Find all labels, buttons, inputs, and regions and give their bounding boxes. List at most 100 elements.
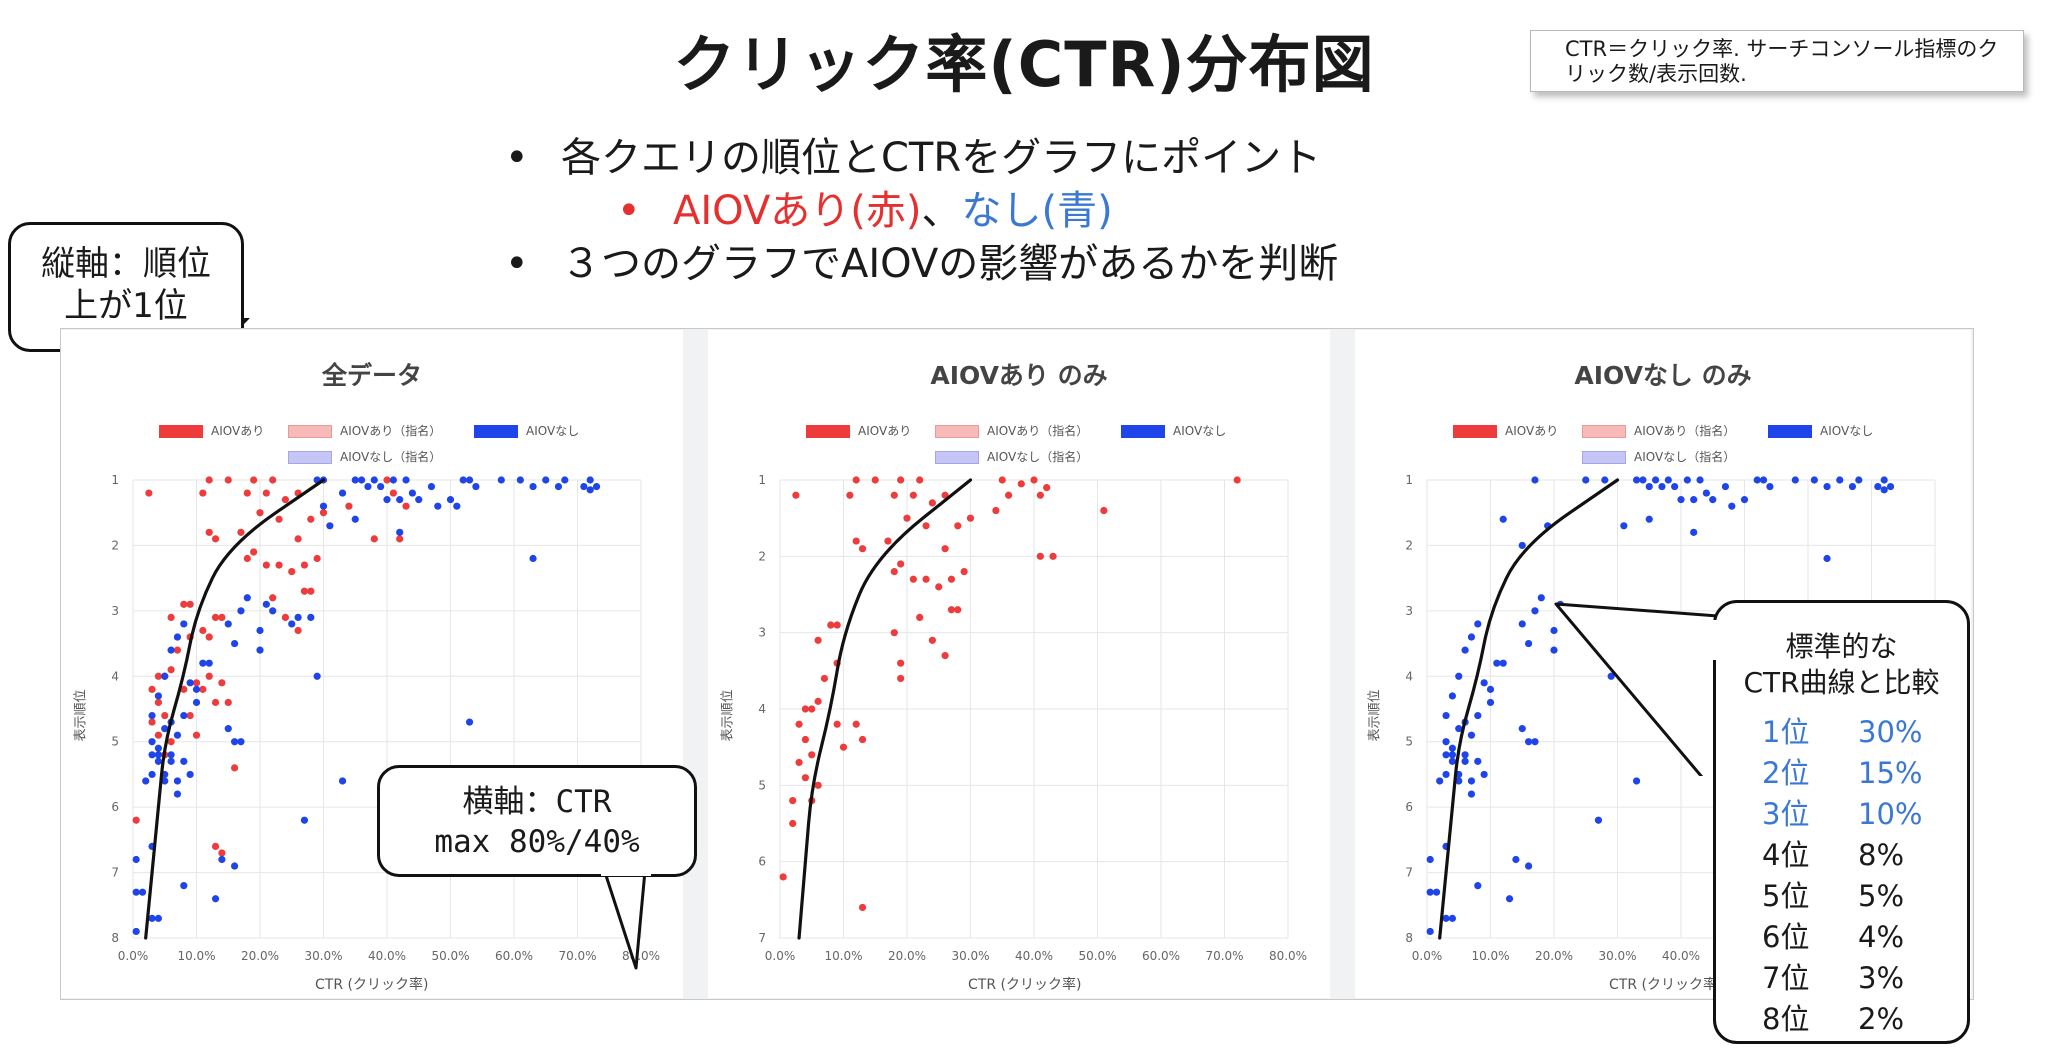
data-point <box>941 545 949 553</box>
standard-ctr-curve <box>797 478 973 940</box>
legend-item-no-aiov: AIOVなし <box>474 422 579 439</box>
x-tick-label: 50.0% <box>1078 949 1116 963</box>
chart-title: AIOVなし のみ <box>1574 361 1752 390</box>
data-point <box>1480 679 1488 687</box>
data-point <box>890 491 898 499</box>
data-point <box>269 476 277 484</box>
data-point <box>205 659 213 667</box>
data-point <box>250 548 258 556</box>
data-point <box>389 476 397 484</box>
data-point <box>1683 476 1691 484</box>
data-point <box>1518 725 1526 733</box>
x-tick-label: 50.0% <box>431 949 469 963</box>
data-point <box>383 476 391 484</box>
standard-box-pointer-cover <box>1713 620 1719 660</box>
x-tick-label: 30.0% <box>951 949 989 963</box>
data-point <box>262 561 270 569</box>
y-tick-label: 1 <box>111 473 119 487</box>
data-point <box>154 744 162 752</box>
data-point <box>199 489 207 497</box>
data-point <box>294 535 302 543</box>
legend-item-aiov: AIOVあり <box>1453 422 1558 439</box>
standard-ctr-value: 8% <box>1858 838 1905 872</box>
data-point <box>814 636 822 644</box>
data-point <box>1537 594 1545 602</box>
data-point <box>1474 620 1482 628</box>
data-point <box>199 685 207 693</box>
standard-ctr-row: 4位 8% <box>1762 838 1904 872</box>
data-point <box>1690 528 1698 536</box>
data-point <box>903 514 911 522</box>
data-point <box>1455 725 1463 733</box>
data-point <box>186 679 194 687</box>
data-point <box>1632 476 1641 484</box>
data-point <box>1493 659 1501 667</box>
x-tick-label: 40.0% <box>368 949 406 963</box>
data-point <box>154 751 162 759</box>
data-point <box>1442 738 1450 746</box>
data-point <box>313 672 321 680</box>
data-point <box>307 587 315 595</box>
data-point <box>237 738 245 746</box>
data-point <box>205 476 213 484</box>
data-point <box>795 758 803 767</box>
data-point <box>294 626 302 635</box>
standard-ctr-curve <box>1438 478 1620 940</box>
x-tick-label: 30.0% <box>1598 949 1636 963</box>
data-point <box>138 888 147 896</box>
data-point <box>243 554 251 563</box>
data-point <box>338 777 347 785</box>
data-point <box>148 914 156 922</box>
data-point <box>465 718 474 726</box>
data-point <box>211 698 220 707</box>
data-point <box>954 522 962 530</box>
y-tick-label: 1 <box>758 473 766 487</box>
standard-box-pointer <box>1554 602 1720 776</box>
data-point <box>319 509 328 517</box>
legend-label: AIOVなし（指名） <box>987 450 1089 464</box>
data-point <box>408 489 416 497</box>
data-point <box>1030 476 1038 484</box>
standard-ctr-row: 8位 2% <box>1762 1002 1904 1036</box>
y-tick-label: 2 <box>758 549 766 563</box>
data-point <box>262 600 270 608</box>
data-point <box>928 499 936 507</box>
data-point <box>960 568 968 576</box>
data-point <box>364 482 372 491</box>
data-point <box>1823 554 1831 563</box>
ctr-definition-note: CTR＝クリック率. サーチコンソール指標のクリック数/表示回数. <box>1530 30 2024 92</box>
legend-label: AIOVあり <box>211 424 265 438</box>
data-point <box>148 685 156 693</box>
data-point <box>1664 476 1672 484</box>
data-point <box>243 489 251 497</box>
x-tick-label: 40.0% <box>1662 949 1700 963</box>
data-point <box>345 502 353 510</box>
standard-ctr-row: 3位 10% <box>1762 797 1922 831</box>
legend-item-no-aiov-named: AIOVなし（指名） <box>935 448 1088 465</box>
data-point <box>167 738 175 746</box>
legend-item-aiov-named: AIOVあり（指名） <box>1582 422 1735 439</box>
data-point <box>1512 855 1520 864</box>
vertical-callout-line2: 上が1位 <box>64 286 188 326</box>
data-point <box>173 646 182 654</box>
y-tick-label: 7 <box>1405 866 1413 880</box>
vertical-callout-line1: 縦軸：順位 <box>41 244 211 284</box>
data-point <box>852 720 860 728</box>
x-tick-label: 70.0% <box>558 949 596 963</box>
data-point <box>180 685 188 693</box>
data-point <box>256 509 264 517</box>
legend-item-no-aiov: AIOVなし <box>1121 422 1226 439</box>
data-point <box>1645 482 1653 491</box>
data-point <box>592 482 601 491</box>
data-point <box>1639 476 1647 484</box>
data-point <box>779 873 787 881</box>
data-point <box>1671 482 1679 491</box>
data-point <box>871 476 879 484</box>
data-point <box>186 770 194 779</box>
data-point <box>586 486 594 494</box>
data-point <box>1480 770 1488 779</box>
data-point <box>389 489 397 497</box>
x-tick-label: 20.0% <box>1535 949 1573 963</box>
data-point <box>275 561 283 569</box>
data-point <box>801 735 809 744</box>
